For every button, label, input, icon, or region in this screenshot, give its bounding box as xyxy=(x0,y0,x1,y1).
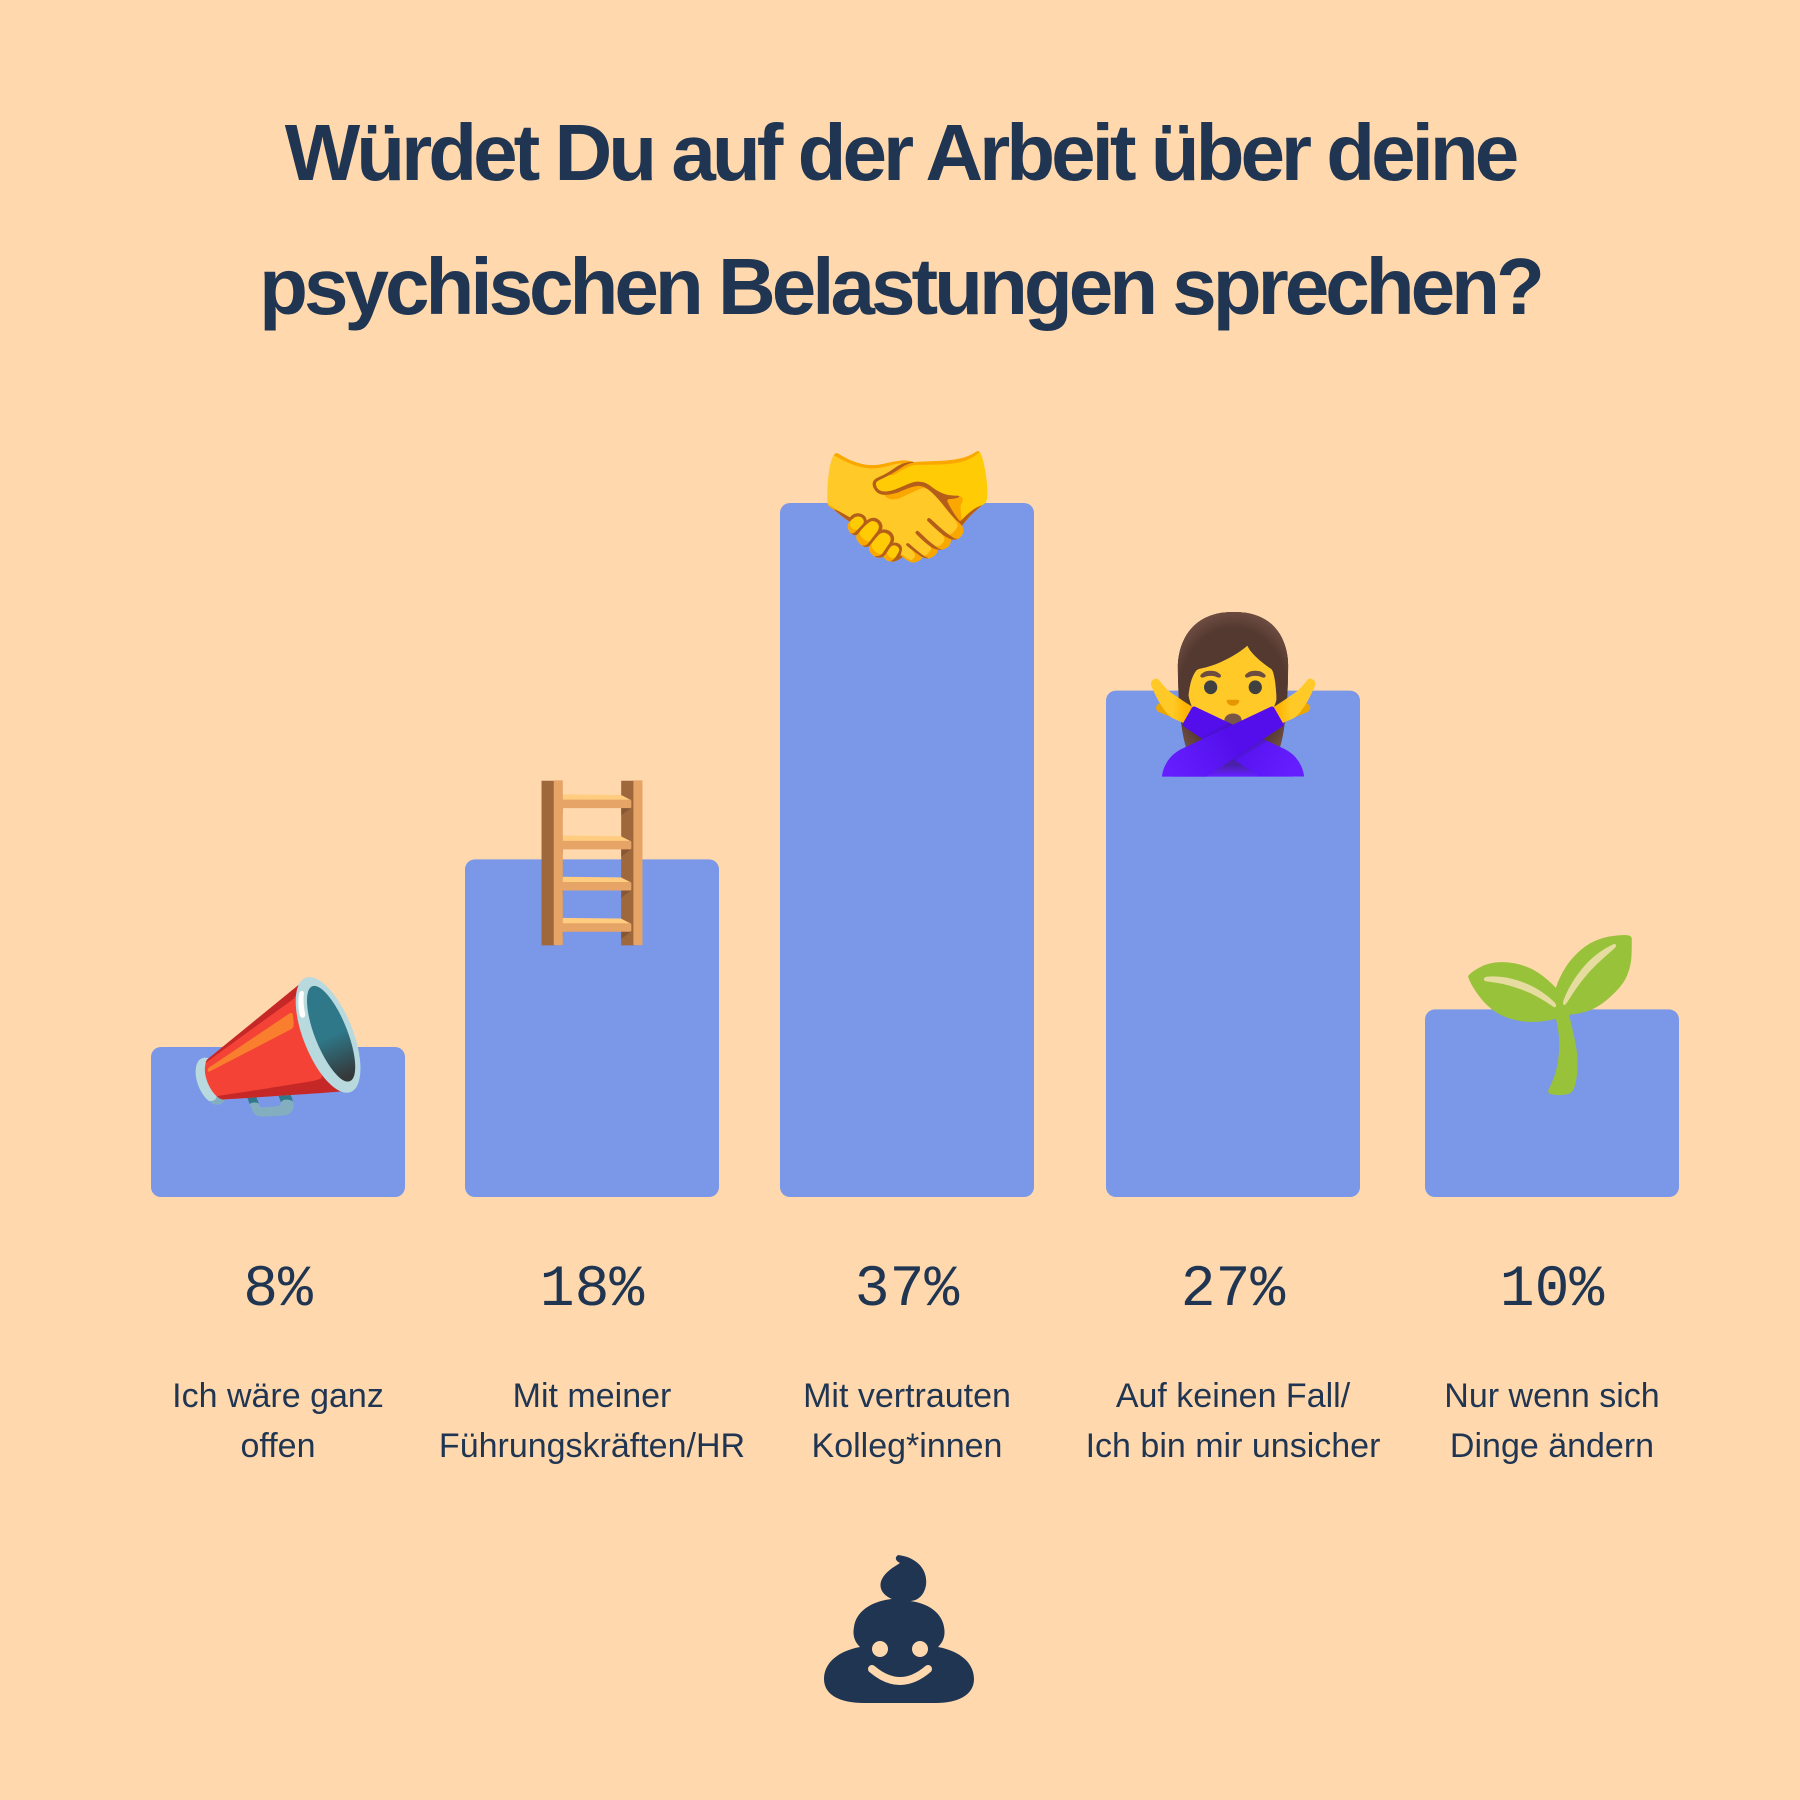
smiling-poop-logo xyxy=(824,1555,974,1703)
seedling-icon: 🌱 xyxy=(1459,928,1646,1097)
value-label-5: 10% xyxy=(1500,1258,1605,1323)
value-label-3: 37% xyxy=(855,1258,960,1323)
category-label-4-line-2: Ich bin mir unsicher xyxy=(1086,1427,1381,1465)
category-label-4-line-1: Auf keinen Fall/ xyxy=(1116,1377,1351,1415)
value-label-4: 27% xyxy=(1181,1258,1286,1323)
bar-3 xyxy=(780,503,1034,1197)
category-label-3-line-1: Mit vertrauten xyxy=(803,1377,1011,1415)
category-label-5-line-1: Nur wenn sich xyxy=(1444,1377,1659,1415)
megaphone-icon: 📣 xyxy=(185,966,372,1134)
person-gesturing-no-icon: 🙅‍♀️ xyxy=(1140,610,1327,779)
category-label-2-line-2: Führungskräften/HR xyxy=(439,1427,745,1465)
category-label-3-line-2: Kolleg*innen xyxy=(812,1427,1003,1465)
category-label-1-line-2: offen xyxy=(240,1427,315,1465)
bar-4 xyxy=(1106,690,1360,1197)
category-label-1-line-1: Ich wäre ganz xyxy=(172,1377,384,1415)
bar-1 xyxy=(151,1046,405,1197)
value-label-2: 18% xyxy=(540,1258,645,1323)
handshake-icon: 🤝 xyxy=(814,422,1001,590)
chart-title-line-1: Würdet Du auf der Arbeit über deine xyxy=(284,108,1519,197)
bar-2 xyxy=(465,859,719,1197)
bar-5 xyxy=(1425,1009,1679,1197)
ladder-icon: 🪜 xyxy=(499,778,686,947)
chart-title-line-2: psychischen Belastungen sprechen? xyxy=(259,242,1545,331)
category-label-5-line-2: Dinge ändern xyxy=(1450,1427,1654,1465)
category-label-2-line-1: Mit meiner xyxy=(513,1377,672,1415)
value-label-1: 8% xyxy=(243,1258,313,1323)
